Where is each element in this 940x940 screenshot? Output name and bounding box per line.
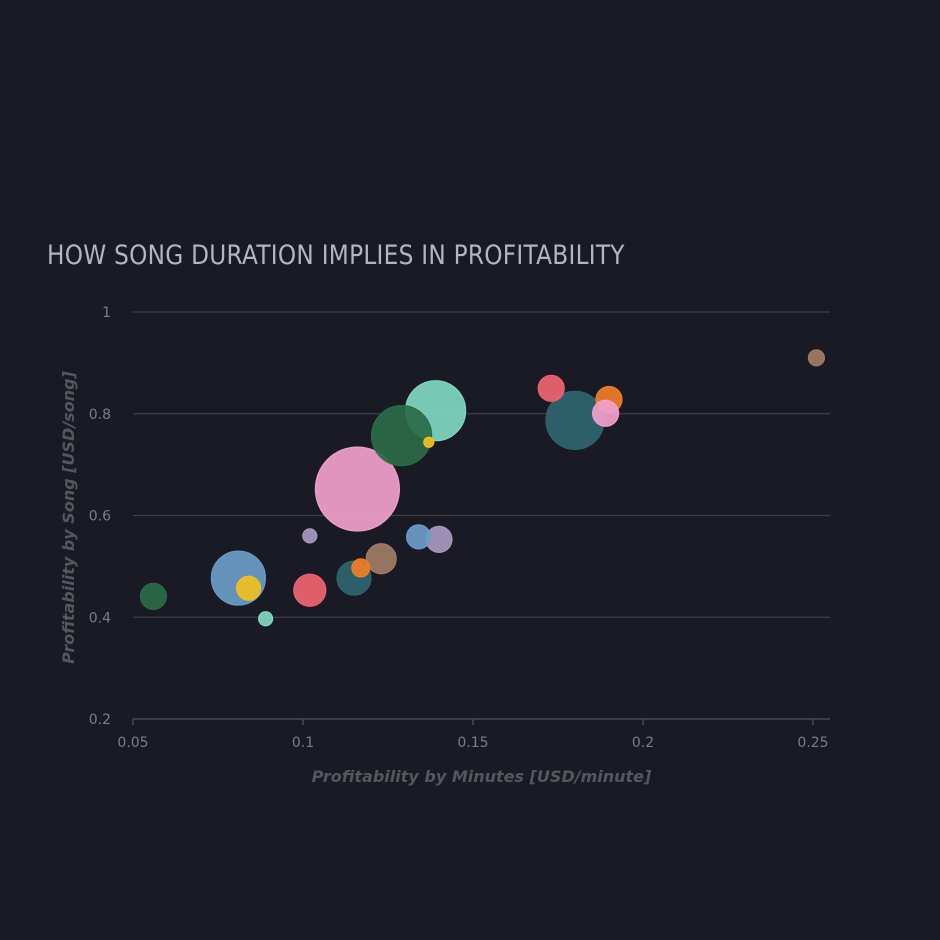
data-point[interactable] <box>302 528 318 544</box>
x-axis-title: Profitability by Minutes [USD/minute] <box>312 767 652 786</box>
data-point[interactable] <box>365 543 397 575</box>
chart-title: HOW SONG DURATION IMPLIES IN PROFITABILI… <box>47 240 625 271</box>
data-point[interactable] <box>351 558 371 578</box>
data-point[interactable] <box>371 405 433 467</box>
axes: 0.2 0.4 0.6 0.8 1 0.05 0.1 0.15 0.2 0.25 <box>89 305 830 751</box>
x-tick-label: 0.2 <box>632 735 654 751</box>
y-tick-label: 0.2 <box>89 712 111 728</box>
y-axis-title: Profitability by Song [USD/song] <box>59 370 78 663</box>
data-point[interactable] <box>293 573 327 607</box>
gridlines <box>133 311 830 618</box>
y-tick-label: 0.8 <box>89 407 111 423</box>
x-tick-label: 0.25 <box>797 735 828 751</box>
y-tick-label: 1 <box>102 305 111 321</box>
data-points <box>139 349 826 627</box>
data-point[interactable] <box>537 374 565 402</box>
data-point[interactable] <box>314 446 400 532</box>
x-tick-label: 0.05 <box>117 735 148 751</box>
y-tick-label: 0.4 <box>89 610 111 626</box>
x-tick-label: 0.1 <box>292 735 314 751</box>
data-point[interactable] <box>591 399 620 427</box>
data-point[interactable] <box>139 582 167 610</box>
data-point[interactable] <box>236 575 262 601</box>
data-point[interactable] <box>406 524 432 550</box>
x-tick-label: 0.15 <box>457 735 488 751</box>
y-tick-label: 0.6 <box>89 509 111 525</box>
data-point[interactable] <box>258 611 274 627</box>
data-point[interactable] <box>423 436 435 448</box>
data-point[interactable] <box>807 349 826 367</box>
